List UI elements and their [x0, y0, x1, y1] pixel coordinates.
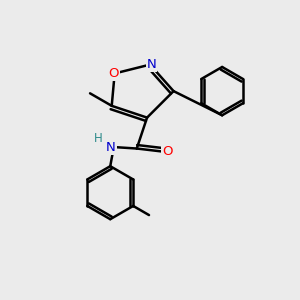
Text: O: O — [108, 67, 119, 80]
Text: O: O — [162, 145, 172, 158]
Text: N: N — [106, 141, 116, 154]
Text: N: N — [147, 58, 156, 71]
Text: H: H — [94, 132, 103, 145]
